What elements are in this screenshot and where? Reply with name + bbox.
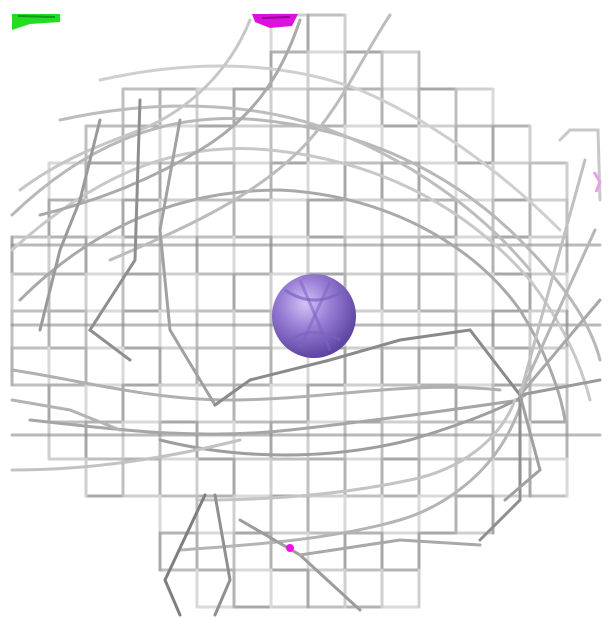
magenta-marker-top bbox=[252, 14, 298, 28]
magenta-dot-bottom bbox=[286, 544, 294, 552]
green-marker bbox=[12, 14, 60, 30]
grid-mesh bbox=[10, 13, 602, 609]
pink-tick-right bbox=[592, 171, 602, 193]
contour-mesh bbox=[10, 13, 602, 617]
atom-sphere[interactable] bbox=[272, 274, 356, 358]
